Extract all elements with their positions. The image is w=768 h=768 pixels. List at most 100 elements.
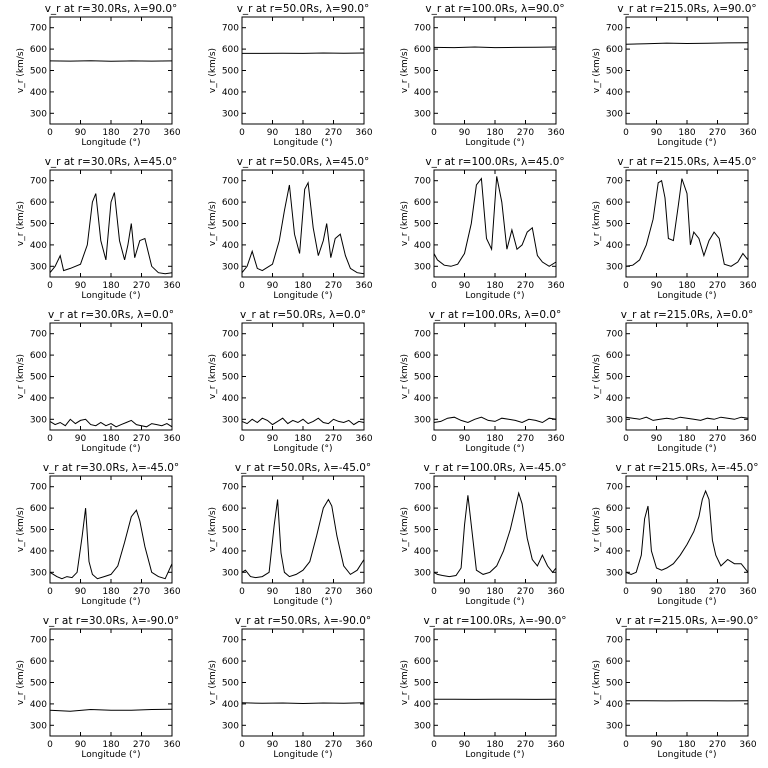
x-tick-label: 0 [431,740,437,750]
x-axis-label: Longitude (°) [81,750,140,760]
x-tick-label: 360 [355,434,372,444]
y-tick-label: 500 [414,220,431,230]
x-axis-label: Longitude (°) [81,444,140,454]
series-line [49,708,173,712]
x-axis-label: Longitude (°) [657,444,716,454]
x-tick-label: 90 [651,587,663,597]
y-tick-label: 700 [414,483,431,493]
y-tick-label: 700 [30,177,47,187]
chart-title: v_r at r=215.0Rs, λ=0.0° [621,309,754,321]
y-tick-label: 500 [222,373,239,383]
y-tick-label: 400 [414,394,431,404]
y-axis-label: v_r (km/s) [208,507,218,552]
y-tick-label: 600 [30,504,47,514]
x-tick-label: 180 [486,128,503,138]
series-line [241,181,365,275]
x-tick-label: 180 [102,587,119,597]
x-tick-label: 270 [709,281,726,291]
chart-title: v_r at r=215.0Rs, λ=45.0° [617,156,756,168]
y-tick-label: 300 [606,568,623,578]
chart-title: v_r at r=100.0Rs, λ=45.0° [425,156,564,168]
plot-frame [49,169,173,278]
plot-frame [241,16,365,125]
x-tick-label: 270 [133,587,150,597]
chart-panel: v_r at r=30.0Rs, λ=-45.0° 0 90 180 270 360 300… [16,462,181,607]
x-tick-label: 360 [163,128,180,138]
x-tick-label: 360 [739,587,756,597]
y-axis-label: v_r (km/s) [16,48,26,93]
x-tick-label: 180 [678,281,695,291]
x-axis-label: Longitude (°) [465,138,524,148]
y-tick-label: 400 [606,88,623,98]
x-tick-label: 360 [163,740,180,750]
x-tick-label: 180 [102,740,119,750]
series-line [49,508,173,580]
y-tick-label: 600 [222,657,239,667]
x-tick-label: 360 [355,587,372,597]
y-tick-label: 400 [414,547,431,557]
chart-panel: v_r at r=30.0Rs, λ=90.0° 0 90 180 270 360 300 4… [16,3,181,148]
chart-title: v_r at r=50.0Rs, λ=-45.0° [235,462,371,474]
x-axis-label: Longitude (°) [657,138,716,148]
x-tick-label: 180 [102,434,119,444]
y-tick-label: 300 [30,721,47,731]
y-tick-label: 700 [222,24,239,34]
y-tick-label: 700 [606,483,623,493]
y-tick-label: 500 [222,220,239,230]
x-tick-label: 360 [739,128,756,138]
y-tick-label: 600 [222,198,239,208]
plot-frame [625,169,749,278]
chart-panel: v_r at r=100.0Rs, λ=45.0° 0 90 180 270 360 300… [400,156,565,301]
x-tick-label: 270 [133,281,150,291]
x-tick-label: 0 [623,434,629,444]
x-tick-label: 270 [709,587,726,597]
chart-panel: v_r at r=30.0Rs, λ=45.0° 0 90 180 270 360 300 4… [16,156,181,301]
x-tick-label: 180 [486,434,503,444]
y-tick-label: 400 [30,88,47,98]
y-tick-label: 300 [30,568,47,578]
y-tick-label: 600 [222,45,239,55]
x-tick-label: 0 [623,740,629,750]
plot-frame [49,475,173,584]
chart-title: v_r at r=215.0Rs, λ=-45.0° [615,462,758,474]
x-tick-label: 0 [623,281,629,291]
y-tick-label: 700 [222,483,239,493]
series-line [49,192,173,275]
x-tick-label: 180 [102,281,119,291]
series-line [49,418,173,428]
x-tick-label: 180 [678,740,695,750]
chart-panel: v_r at r=215.0Rs, λ=-45.0° 0 90 180 270 360 30… [592,462,759,607]
series-line [625,178,749,267]
series-line [49,60,173,62]
y-tick-label: 600 [222,504,239,514]
plot-frame [433,16,557,125]
y-tick-label: 400 [414,241,431,251]
y-axis-label: v_r (km/s) [208,354,218,399]
x-axis-label: Longitude (°) [657,750,716,760]
x-tick-label: 270 [517,281,534,291]
y-tick-label: 700 [30,483,47,493]
x-axis-label: Longitude (°) [81,291,140,301]
chart-panel: v_r at r=100.0Rs, λ=-90.0° 0 90 180 270 360 30… [400,615,567,760]
y-tick-label: 600 [30,198,47,208]
y-tick-label: 500 [30,679,47,689]
chart-title: v_r at r=30.0Rs, λ=-45.0° [43,462,179,474]
y-axis-label: v_r (km/s) [400,507,410,552]
y-tick-label: 500 [414,67,431,77]
chart-panel: v_r at r=30.0Rs, λ=-90.0° 0 90 180 270 360 300… [16,615,181,760]
chart-title: v_r at r=30.0Rs, λ=45.0° [45,156,178,168]
series-line [625,416,749,421]
x-axis-label: Longitude (°) [81,597,140,607]
y-tick-label: 600 [606,45,623,55]
y-axis-label: v_r (km/s) [16,507,26,552]
x-tick-label: 360 [739,434,756,444]
series-line [433,491,557,578]
y-axis-label: v_r (km/s) [16,354,26,399]
x-tick-label: 0 [431,128,437,138]
y-tick-label: 300 [222,721,239,731]
x-tick-label: 270 [133,740,150,750]
x-tick-label: 270 [517,128,534,138]
y-tick-label: 300 [606,262,623,272]
y-tick-label: 300 [30,415,47,425]
x-axis-label: Longitude (°) [465,750,524,760]
